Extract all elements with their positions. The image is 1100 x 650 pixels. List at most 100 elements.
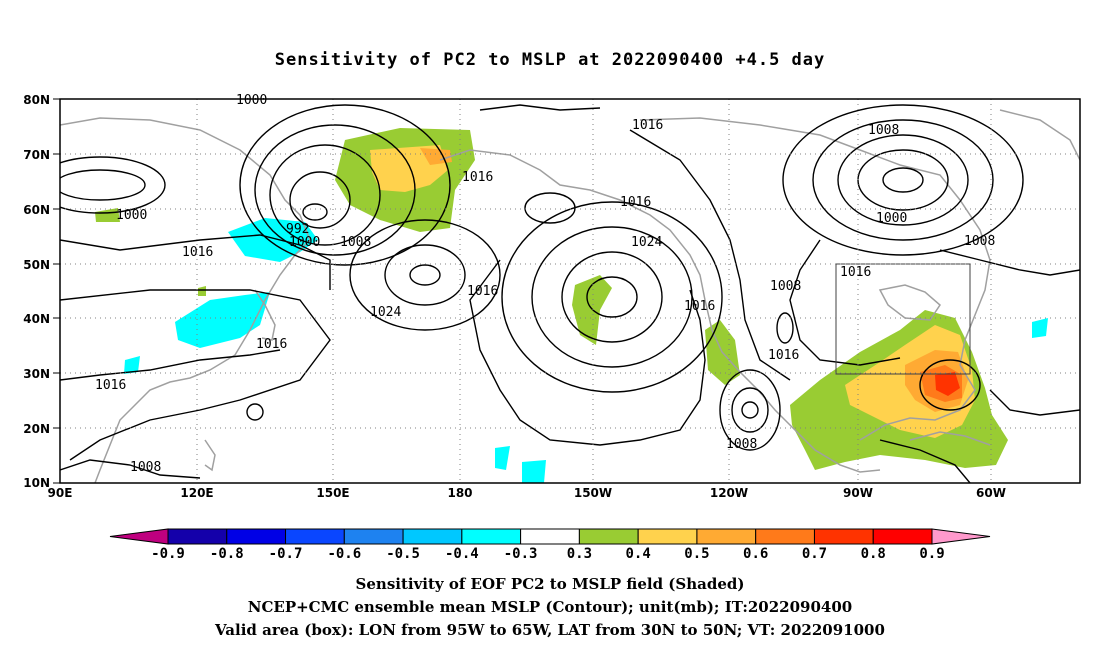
colorbar-tick-label: 0.6 <box>743 546 768 562</box>
contour-line <box>776 312 794 344</box>
contour-label: 1000 <box>236 93 267 108</box>
contour-line <box>246 403 264 421</box>
coastline <box>909 431 991 446</box>
lon-label: 180 <box>447 486 472 500</box>
colorbar-swatch <box>285 528 345 545</box>
contour-label: 1016 <box>182 245 213 260</box>
contour-line <box>782 104 1024 256</box>
colorbar-tick-label: -0.9 <box>151 546 185 562</box>
colorbar-arrow-high <box>931 528 991 545</box>
lat-label: 70N <box>23 148 50 162</box>
caption-shading: Sensitivity of EOF PC2 to MSLP field (Sh… <box>355 575 745 593</box>
caption-valid-area: Valid area (box): LON from 95W to 65W, L… <box>215 621 885 639</box>
positive-shading-region <box>198 286 206 296</box>
contour-label: 1016 <box>620 195 651 210</box>
contour-label: 1016 <box>632 118 663 133</box>
contour-line <box>789 239 901 366</box>
lat-label: 80N <box>23 93 50 107</box>
colorbar-swatch <box>343 528 404 545</box>
coastline <box>439 149 881 473</box>
negative-shading-region <box>522 460 546 483</box>
lat-label: 20N <box>23 422 50 436</box>
contour-label: 992 <box>286 222 309 237</box>
lon-label: 150W <box>574 486 612 500</box>
contour-line <box>731 387 769 433</box>
lon-label: 90E <box>48 486 73 500</box>
colorbar-tick-label: -0.7 <box>269 546 303 562</box>
negative-shading-region <box>495 446 510 470</box>
contour-label: 1016 <box>95 378 126 393</box>
contour-line <box>501 201 723 393</box>
colorbar-swatch <box>167 528 228 545</box>
contour-line <box>524 192 576 224</box>
lat-label: 40N <box>23 312 50 326</box>
negative-shading-region <box>1032 318 1048 338</box>
contour-line <box>60 169 146 201</box>
colorbar-tick-label: -0.3 <box>504 546 538 562</box>
contour-line <box>384 244 466 306</box>
contour-label: 1016 <box>256 337 287 352</box>
contour-line <box>302 203 328 221</box>
contour-label: 1000 <box>116 208 147 223</box>
contour-line <box>531 226 693 368</box>
contour-line <box>289 171 351 229</box>
contour-label: 1016 <box>467 284 498 299</box>
lat-label: 10N <box>23 476 50 490</box>
contour-label: 1008 <box>964 234 995 249</box>
colorbar-swatch <box>872 528 933 545</box>
colorbar-tick-label: 0.5 <box>684 546 709 562</box>
contour-label: 1008 <box>130 460 161 475</box>
contour-line <box>239 104 451 266</box>
lon-label: 120W <box>710 486 748 500</box>
contour-label: 1008 <box>770 279 801 294</box>
coastline <box>60 117 311 483</box>
contour-line <box>469 259 706 446</box>
lon-label: 120E <box>180 486 213 500</box>
colorbar-tick-label: 0.9 <box>919 546 944 562</box>
contour-line <box>586 276 638 318</box>
lat-label: 60N <box>23 203 50 217</box>
negative-shading-region <box>124 356 140 374</box>
contour-line <box>479 104 601 111</box>
lon-label: 90W <box>843 486 873 500</box>
contour-line <box>269 144 381 246</box>
caption-contour: NCEP+CMC ensemble mean MSLP (Contour); u… <box>247 598 853 616</box>
colorbar-swatch <box>637 528 698 545</box>
colorbar-tick-label: -0.5 <box>386 546 420 562</box>
contour-label: 1016 <box>840 265 871 280</box>
contour-line <box>60 459 201 479</box>
colorbar-tick-label: 0.8 <box>861 546 886 562</box>
contour-label: 1016 <box>462 170 493 185</box>
colorbar-swatch <box>578 528 639 545</box>
contour-line <box>561 251 663 343</box>
contour-line <box>254 124 416 256</box>
coastlines <box>60 109 1080 483</box>
colorbar-arrow-low <box>109 528 169 545</box>
contour-label: 1000 <box>876 211 907 226</box>
contour-line <box>60 289 331 461</box>
map-frame <box>59 98 1081 484</box>
colorbar: -0.9 -0.8 -0.7 -0.6 -0.5 -0.4 -0.3 0.3 0.4 0.5 0.6… <box>109 528 991 562</box>
chart-title: Sensitivity of PC2 to MSLP at 2022090400… <box>274 50 826 70</box>
shaded-sensitivity <box>95 128 1048 483</box>
colorbar-swatch <box>402 528 463 545</box>
contour-line <box>882 167 924 193</box>
contour-label: 1000 <box>289 235 320 250</box>
colorbar-swatch <box>520 528 580 545</box>
contour-line <box>60 156 166 214</box>
colorbar-swatch <box>461 528 522 545</box>
coastline <box>204 439 216 472</box>
contour-line <box>719 369 781 451</box>
contour-line <box>812 119 994 241</box>
coastline <box>254 289 276 341</box>
contour-line <box>837 134 969 226</box>
contour-label: 1008 <box>868 123 899 138</box>
coastline <box>999 109 1080 161</box>
valid-area-box <box>835 263 971 375</box>
contour-line <box>989 389 1080 416</box>
positive-shading-region <box>95 208 120 222</box>
colorbar-tick-label: -0.6 <box>327 546 361 562</box>
colorbar-tick-label: -0.4 <box>445 546 479 562</box>
colorbar-tick-label: 0.7 <box>802 546 827 562</box>
colorbar-swatch <box>696 528 757 545</box>
